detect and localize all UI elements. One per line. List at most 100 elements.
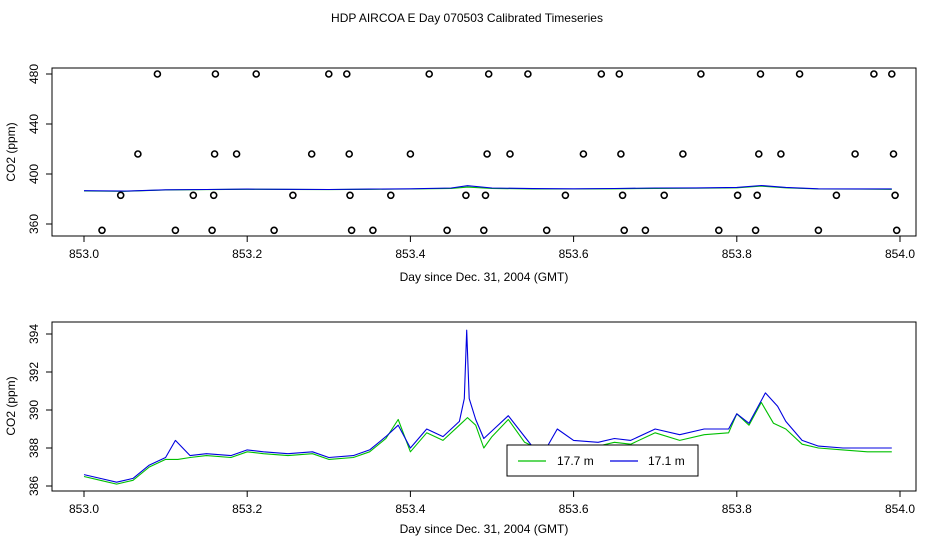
x-tick-label-bottom: 853.6	[559, 502, 589, 516]
calibration-point	[252, 70, 261, 78]
x-axis-label-bottom: Day since Dec. 31, 2004 (GMT)	[400, 522, 569, 536]
calibration-point	[289, 191, 297, 200]
y-tick-label-bottom: 392	[27, 362, 41, 382]
calibration-point	[116, 191, 125, 200]
calibration-point	[506, 150, 514, 158]
calibration-point	[481, 191, 490, 200]
calibration-point	[617, 150, 625, 158]
plot-frame-bottom	[51, 321, 917, 492]
axes-top: 853.0 853.2 853.4 853.6 853.8 854.0 360 400 440 4…	[27, 64, 915, 261]
series-line-bottom-1	[83, 401, 892, 485]
calibration-point	[542, 226, 551, 235]
y-tick-label-bottom: 390	[27, 400, 41, 420]
timeseries-panel: Day since Dec. 31, 2004 (GMT) CO2 (ppm) …	[4, 321, 917, 536]
x-tick-label-top: 853.6	[559, 247, 589, 261]
calibration-point	[891, 191, 899, 200]
calibration-point	[660, 191, 669, 200]
legend-box	[506, 444, 699, 477]
calibration-point	[597, 70, 606, 78]
calibration-point	[777, 150, 785, 158]
y-tick-label-top: 480	[27, 64, 41, 84]
calibration-point	[870, 70, 878, 78]
calibration-point	[270, 226, 278, 235]
calibration-point	[892, 226, 901, 235]
calibration-point	[462, 191, 470, 200]
calibration-point	[347, 226, 356, 235]
x-tick-label-bottom: 854.0	[885, 502, 915, 516]
calibration-point	[425, 70, 434, 78]
calibration-point	[211, 70, 220, 78]
y-tick-label-top: 400	[27, 164, 41, 184]
calibration-point	[208, 226, 216, 235]
series-lines-bottom	[83, 329, 892, 485]
calibration-point	[697, 70, 705, 78]
axes-bottom: 853.0 853.2 853.4 853.6 853.8 854.0 386 388 390 3…	[27, 324, 915, 516]
calibration-point	[232, 150, 241, 158]
calibration-panel: Day since Dec. 31, 2004 (GMT) CO2 (ppm) …	[4, 64, 917, 284]
x-tick-label-top: 853.4	[395, 247, 425, 261]
calibration-point	[479, 226, 488, 235]
calibration-point	[189, 191, 198, 200]
x-tick-label-top: 853.0	[69, 247, 99, 261]
calibration-point	[561, 191, 570, 200]
calibration-point	[346, 191, 354, 200]
figure-title: HDP AIRCOA E Day 070503 Calibrated Times…	[331, 11, 603, 25]
calibration-point	[134, 150, 142, 158]
calibration-point	[851, 150, 859, 158]
calibration-point	[751, 226, 760, 235]
calibration-point	[369, 226, 377, 235]
x-tick-label-top: 853.2	[232, 247, 262, 261]
calibration-point	[443, 226, 451, 235]
x-tick-label-top: 853.8	[722, 247, 752, 261]
x-tick-label-bottom: 853.4	[395, 502, 425, 516]
calibration-point	[579, 150, 588, 158]
calibration-point	[615, 70, 624, 78]
y-tick-label-bottom: 394	[27, 324, 41, 344]
calibration-point	[679, 150, 687, 158]
series-lines-top	[83, 184, 892, 192]
calibration-point	[814, 226, 823, 235]
x-tick-label-bottom: 853.0	[69, 502, 99, 516]
series-line-top-2	[83, 184, 892, 192]
calibration-point	[209, 191, 218, 200]
calibration-point	[733, 191, 742, 200]
calibration-point	[210, 150, 219, 158]
calibration-point	[756, 70, 765, 78]
series-line-top-1	[83, 185, 892, 192]
y-tick-label-top: 440	[27, 114, 41, 134]
calibration-point	[171, 226, 180, 235]
calibration-point	[524, 70, 532, 78]
y-axis-label-top: CO2 (ppm)	[4, 122, 18, 181]
calibration-point	[641, 226, 650, 235]
legend-label-17-1m: 17.1 m	[648, 454, 685, 468]
calibration-points	[98, 70, 901, 235]
calibration-point	[620, 226, 629, 235]
calibration-point	[345, 150, 354, 158]
calibration-point	[98, 226, 106, 235]
calibration-point	[406, 150, 415, 158]
calibration-point	[342, 70, 351, 78]
calibration-point	[484, 70, 493, 78]
calibration-point	[832, 191, 841, 200]
x-axis-label-top: Day since Dec. 31, 2004 (GMT)	[400, 270, 569, 284]
calibration-point	[753, 191, 762, 200]
series-line-bottom-2	[83, 329, 892, 483]
legend: 17.7 m 17.1 m	[506, 444, 699, 477]
calibration-point	[153, 70, 162, 78]
y-tick-label-bottom: 388	[27, 438, 41, 458]
y-tick-label-bottom: 386	[27, 476, 41, 496]
x-tick-label-bottom: 853.2	[232, 502, 262, 516]
calibration-point	[324, 70, 333, 78]
calibration-point	[795, 70, 804, 78]
x-tick-label-bottom: 853.8	[722, 502, 752, 516]
y-axis-label-bottom: CO2 (ppm)	[4, 376, 18, 435]
calibration-point	[887, 70, 896, 78]
calibration-point	[307, 150, 316, 158]
y-tick-label-top: 360	[27, 214, 41, 234]
calibration-point	[754, 150, 763, 158]
calibration-point	[889, 150, 898, 158]
legend-label-17-7m: 17.7 m	[557, 454, 594, 468]
x-tick-label-top: 854.0	[885, 247, 915, 261]
calibration-point	[714, 226, 723, 235]
